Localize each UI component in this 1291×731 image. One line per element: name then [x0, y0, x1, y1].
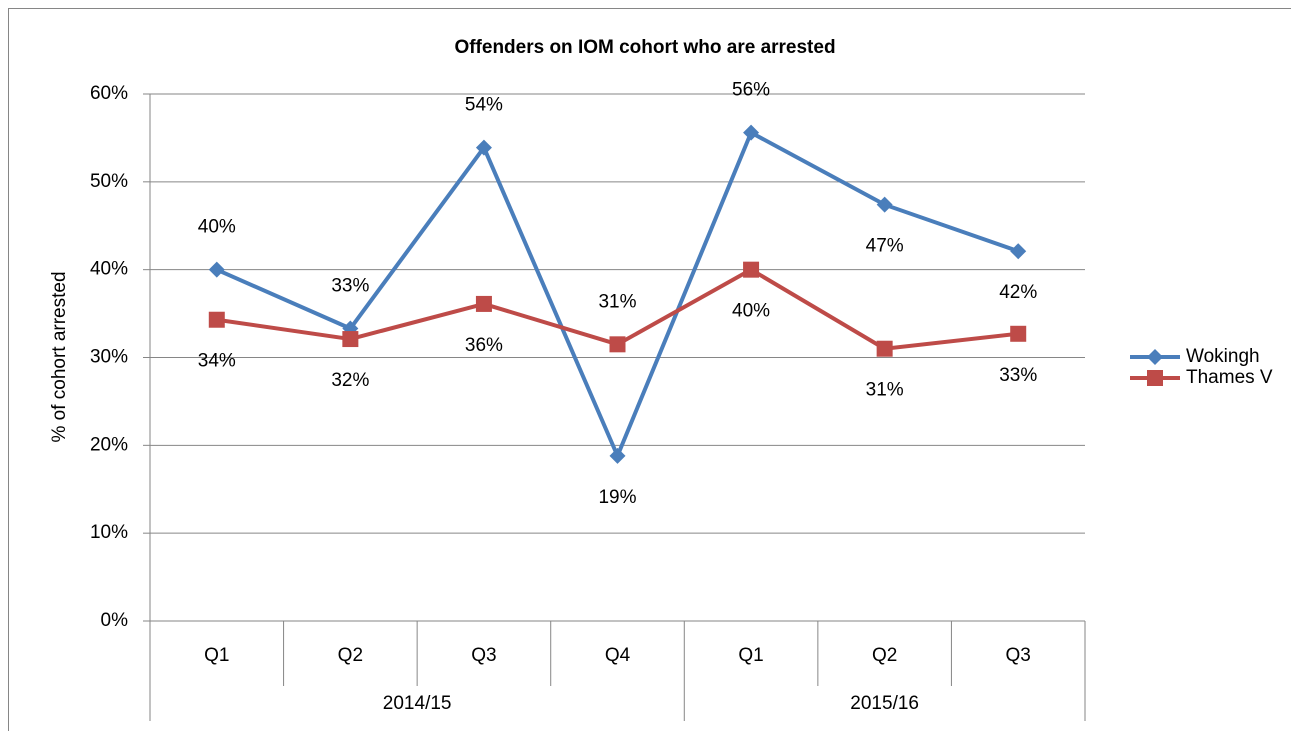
- data-label: 40%: [198, 217, 236, 238]
- data-label: 19%: [598, 487, 636, 508]
- data-point: [208, 261, 225, 278]
- data-point: [208, 311, 225, 328]
- data-label: 31%: [866, 380, 904, 401]
- data-point: [475, 139, 492, 156]
- legend-label: Wokingh: [1186, 346, 1260, 367]
- data-label: 54%: [465, 95, 503, 116]
- data-point: [743, 261, 760, 278]
- x-tick-label: Q1: [738, 645, 763, 666]
- y-axis-label: % of cohort arrested: [49, 271, 70, 442]
- data-point: [342, 331, 359, 348]
- data-point: [609, 447, 626, 464]
- data-label: 40%: [732, 301, 770, 322]
- x-tick-label: Q3: [1006, 645, 1031, 666]
- y-tick-label: 20%: [90, 434, 128, 455]
- y-tick-label: 0%: [101, 610, 129, 631]
- chart-title: Offenders on IOM cohort who are arrested: [454, 37, 835, 58]
- x-tick-label: Q1: [204, 645, 229, 666]
- data-label: 33%: [999, 365, 1037, 386]
- x-tick-label: Q4: [605, 645, 631, 666]
- legend-marker: [1147, 370, 1163, 386]
- x-group-label: 2014/15: [383, 693, 452, 714]
- y-tick-label: 60%: [90, 83, 128, 104]
- data-label: 32%: [331, 370, 369, 391]
- y-tick-label: 50%: [90, 171, 128, 192]
- legend-marker: [1147, 349, 1163, 365]
- data-point: [475, 295, 492, 312]
- data-label: 42%: [999, 282, 1037, 303]
- y-tick-label: 40%: [90, 259, 128, 280]
- x-tick-label: Q3: [471, 645, 496, 666]
- x-tick-label: Q2: [872, 645, 897, 666]
- data-point: [743, 124, 760, 141]
- data-label: 33%: [331, 276, 369, 297]
- data-label: 47%: [866, 236, 904, 257]
- x-tick-label: Q2: [338, 645, 363, 666]
- data-point: [876, 340, 893, 357]
- legend-label: Thames V: [1186, 367, 1273, 388]
- data-point: [1010, 325, 1027, 342]
- x-group-label: 2015/16: [850, 693, 919, 714]
- data-label: 34%: [198, 351, 236, 372]
- data-label: 31%: [598, 291, 636, 312]
- data-point: [609, 336, 626, 353]
- y-tick-label: 30%: [90, 347, 128, 368]
- y-tick-label: 10%: [90, 522, 128, 543]
- chart-border: [8, 8, 1291, 731]
- data-label: 36%: [465, 335, 503, 356]
- data-point: [876, 196, 893, 213]
- data-label: 56%: [732, 80, 770, 101]
- data-point: [1010, 243, 1027, 260]
